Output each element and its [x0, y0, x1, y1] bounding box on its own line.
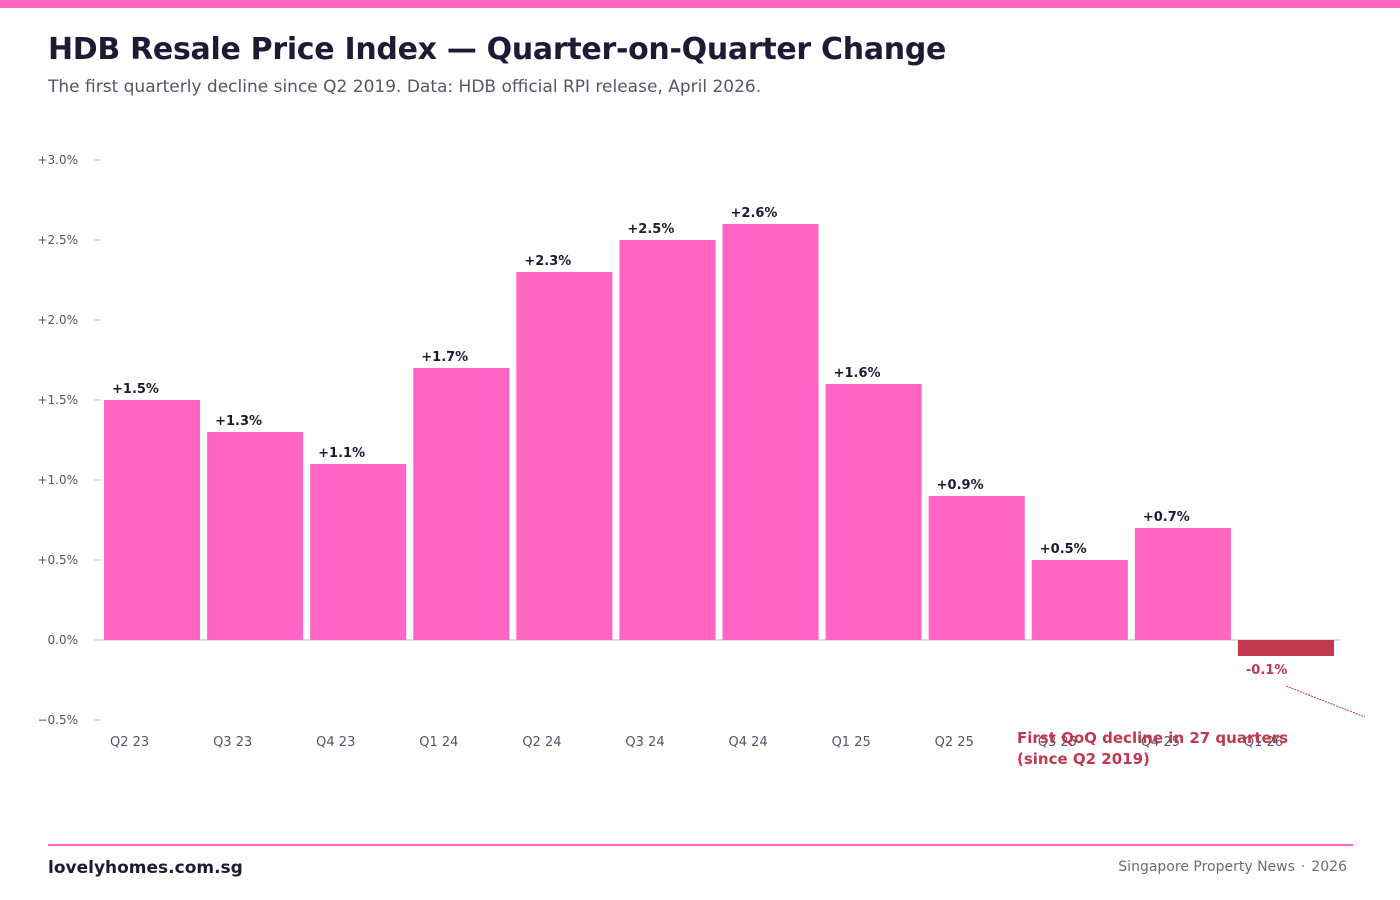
x-tick-label: Q4 24 — [729, 735, 768, 750]
annotation-text: (since Q2 2019) — [1017, 750, 1150, 768]
separator: · — [1300, 859, 1306, 875]
y-tick-label: +1.5% — [37, 393, 78, 407]
value-label: +2.6% — [731, 206, 778, 221]
chart-title: HDB Resale Price Index — Quarter-on-Quar… — [48, 32, 947, 67]
bar — [928, 496, 1025, 640]
bar — [413, 368, 510, 640]
value-label: +0.7% — [1143, 510, 1190, 525]
bar — [1237, 640, 1334, 656]
x-tick-label: Q2 24 — [522, 735, 561, 750]
value-label: +1.3% — [215, 414, 262, 429]
y-tick-label: +3.0% — [37, 153, 78, 167]
bar — [1134, 528, 1231, 640]
annotation-text: First QoQ decline in 27 quarters — [1017, 729, 1288, 747]
x-tick-label: Q4 25 — [1141, 735, 1180, 750]
y-tick-label: +2.5% — [37, 233, 78, 247]
brand-name: lovelyhomes.com.sg — [48, 858, 243, 878]
y-tick-label: −0.5% — [37, 713, 78, 727]
x-tick-label: Q1 24 — [419, 735, 458, 750]
footer-divider — [48, 844, 1353, 846]
value-label: +1.6% — [834, 366, 881, 381]
bar — [825, 384, 922, 640]
value-label: +2.5% — [627, 222, 674, 237]
chart-subtitle: The first quarterly decline since Q2 201… — [48, 77, 762, 97]
bar — [722, 224, 819, 640]
source-credit: Singapore Property News · 2026 — [1118, 859, 1347, 875]
top-accent-bar — [0, 0, 1400, 8]
x-tick-label: Q1 26 — [1244, 735, 1283, 750]
bar — [104, 400, 201, 640]
bar — [516, 272, 613, 640]
value-label: +1.7% — [421, 350, 468, 365]
bar — [1031, 560, 1128, 640]
y-tick-label: +0.5% — [37, 553, 78, 567]
source-year: 2026 — [1311, 859, 1347, 875]
bar — [207, 432, 304, 640]
bar — [310, 464, 407, 640]
bar — [619, 240, 716, 640]
value-label: +0.9% — [937, 478, 984, 493]
x-tick-label: Q2 23 — [110, 735, 149, 750]
x-tick-label: Q3 25 — [1038, 735, 1077, 750]
value-label: -0.1% — [1246, 663, 1287, 678]
x-tick-label: Q3 24 — [625, 735, 664, 750]
x-tick-label: Q2 25 — [935, 735, 974, 750]
source-name: Singapore Property News — [1118, 859, 1295, 875]
x-tick-label: Q3 23 — [213, 735, 252, 750]
y-tick-label: +2.0% — [37, 313, 78, 327]
y-tick-label: 0.0% — [48, 633, 79, 647]
value-label: +1.5% — [112, 382, 159, 397]
y-tick-label: +1.0% — [37, 473, 78, 487]
annotation-leader-line — [1285, 685, 1366, 718]
x-tick-label: Q1 25 — [832, 735, 871, 750]
value-label: +2.3% — [524, 254, 571, 269]
value-label: +1.1% — [318, 446, 365, 461]
value-label: +0.5% — [1040, 542, 1087, 557]
x-tick-label: Q4 23 — [316, 735, 355, 750]
